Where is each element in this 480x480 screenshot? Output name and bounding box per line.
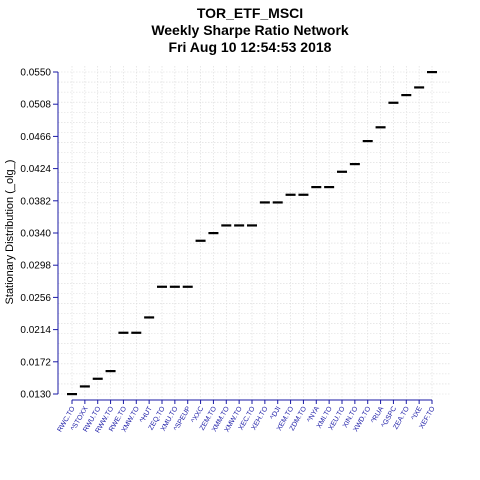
- data-point: [79, 385, 90, 388]
- data-point: [221, 224, 232, 227]
- data-point: [298, 193, 309, 196]
- data-points: [67, 71, 437, 396]
- data-point: [311, 186, 322, 189]
- grid-lines: [58, 66, 450, 400]
- data-point: [349, 163, 360, 166]
- data-point: [285, 193, 296, 196]
- y-tick-label: 0.0214: [20, 325, 51, 336]
- data-point: [388, 101, 399, 104]
- chart-title-line-2: Weekly Sharpe Ratio Network: [151, 22, 349, 38]
- x-axis-ticks: RWC.TO^STOXXRWU.TORWW.TORWE.TOXMW.TO^HUT…: [57, 400, 437, 434]
- y-tick-label: 0.0424: [20, 164, 51, 175]
- data-point: [362, 140, 373, 143]
- data-point: [427, 71, 437, 74]
- y-tick-label: 0.0130: [20, 390, 51, 401]
- data-point: [259, 201, 270, 204]
- data-point: [375, 126, 386, 129]
- x-tick-label: ^DJI: [269, 405, 282, 420]
- data-point: [157, 285, 167, 288]
- y-tick-label: 0.0382: [20, 196, 51, 207]
- data-point: [67, 393, 77, 396]
- chart-title-line-1: TOR_ETF_MSCI: [197, 5, 303, 21]
- data-point: [195, 239, 206, 242]
- y-tick-label: 0.0508: [20, 100, 51, 111]
- chart-title-line-3: Fri Aug 10 12:54:53 2018: [169, 39, 332, 55]
- data-point: [118, 331, 129, 334]
- y-axis-label: Stationary Distribution (_olg_): [4, 160, 16, 305]
- y-tick-label: 0.0256: [20, 293, 51, 304]
- data-point: [337, 170, 347, 173]
- data-point: [234, 224, 245, 227]
- data-point: [414, 86, 425, 89]
- y-tick-label: 0.0550: [20, 68, 51, 79]
- data-point: [169, 285, 180, 288]
- data-point: [131, 331, 142, 334]
- data-point: [92, 377, 103, 380]
- data-point: [272, 201, 283, 204]
- data-point: [144, 316, 155, 319]
- axes: [57, 72, 432, 401]
- y-tick-label: 0.0466: [20, 132, 51, 143]
- data-point: [247, 224, 257, 227]
- y-tick-label: 0.0172: [20, 357, 51, 368]
- y-tick-label: 0.0340: [20, 229, 51, 240]
- data-point: [105, 370, 116, 373]
- data-point: [401, 94, 412, 97]
- data-point: [208, 232, 219, 235]
- data-point: [182, 285, 193, 288]
- data-point: [324, 186, 335, 189]
- y-axis-ticks: 0.0550 0.0508 0.0466 0.0424 0.0382 0.0340 0.02…: [20, 68, 58, 401]
- y-tick-label: 0.0298: [20, 261, 51, 272]
